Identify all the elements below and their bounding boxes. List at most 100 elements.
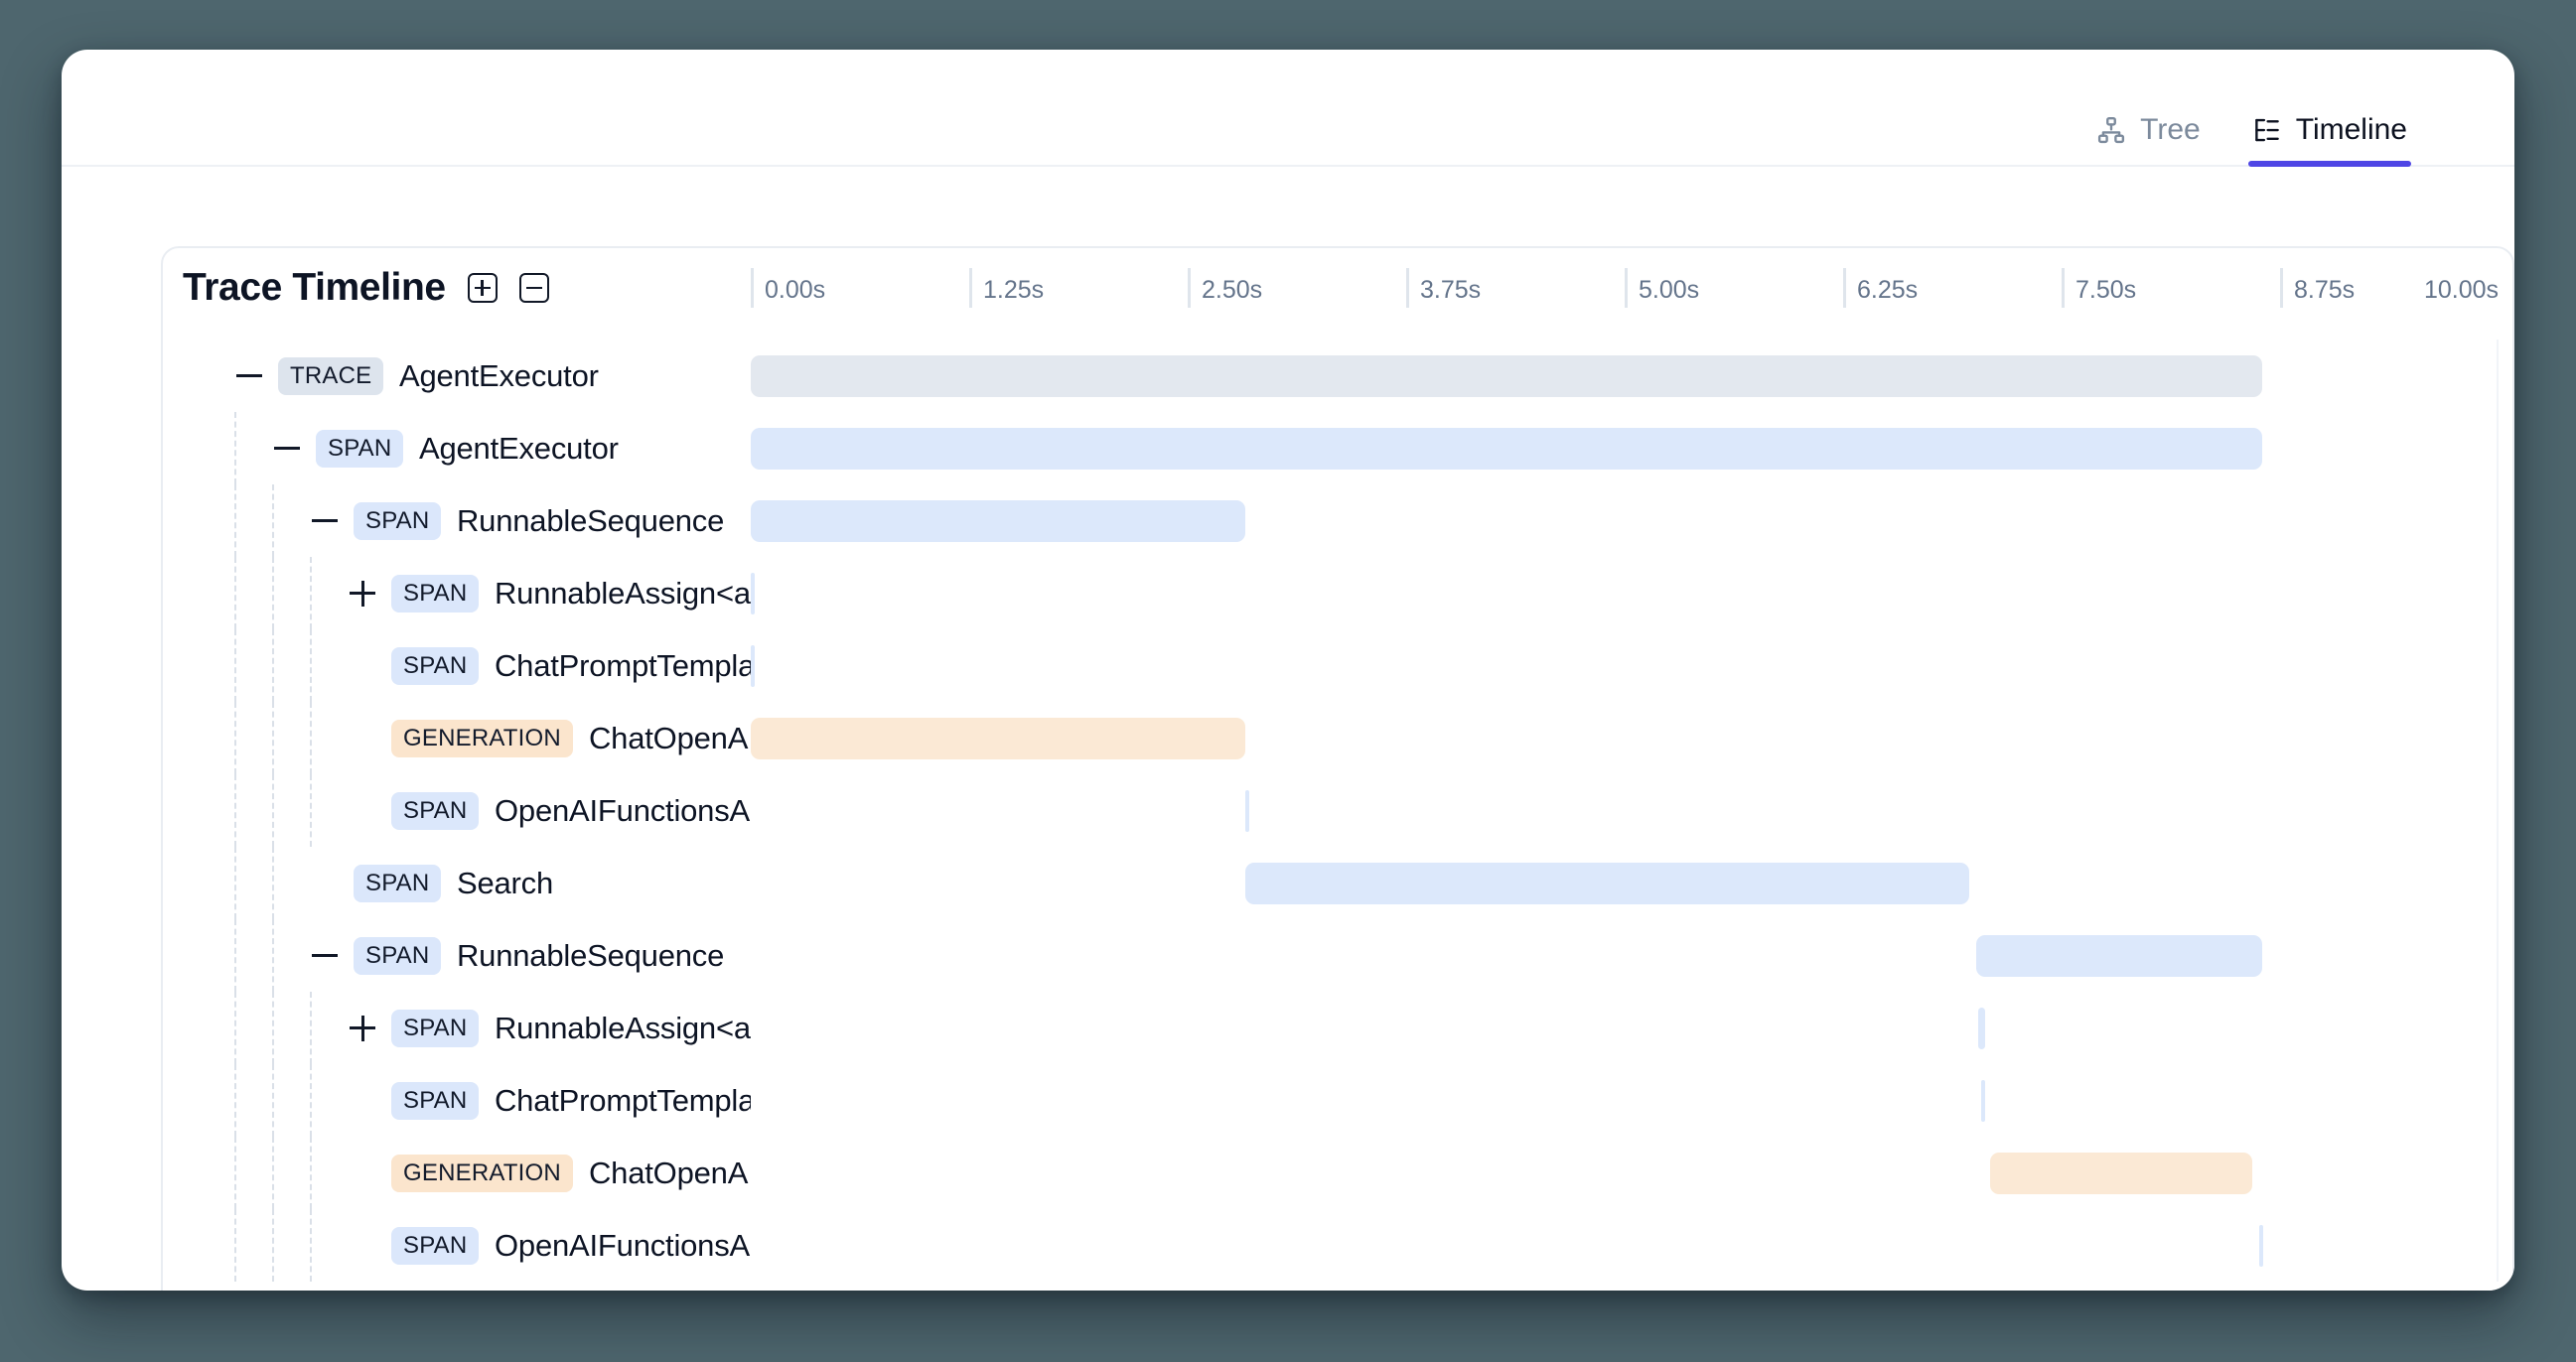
row-type-badge: SPAN (354, 936, 442, 975)
row-label: SPAN AgentExecutor (163, 412, 751, 484)
timeline-row[interactable]: GENERATION ChatOpenAI (163, 702, 2512, 774)
axis-tick-mark (2280, 268, 2283, 308)
row-track (751, 919, 2499, 992)
indent-guide (234, 1137, 236, 1209)
tab-tree[interactable]: Tree (2092, 103, 2205, 165)
axis-tick-mark (1843, 268, 1846, 308)
axis-tick-label: 8.75s (2294, 276, 2356, 304)
collapse-row-button[interactable] (308, 504, 342, 538)
time-axis-ruler: 0.00s 1.25s 2.50s 3.75s 5.00s 6.25s 7.50s 8.75s… (751, 262, 2499, 328)
panel-header: Tree Timeline (62, 50, 2514, 167)
collapse-row-button[interactable] (232, 359, 266, 393)
row-type-badge: GENERATION (391, 1154, 573, 1192)
row-track (751, 702, 2499, 774)
row-name: RunnableAssign<a… (495, 1010, 751, 1045)
row-name: ChatOpenAI (589, 1155, 751, 1190)
tab-timeline[interactable]: Timeline (2247, 103, 2412, 167)
collapse-row-button[interactable] (270, 432, 304, 466)
track-gridline (2497, 1064, 2499, 1137)
row-label: TRACE AgentExecutor (163, 340, 751, 412)
row-track (751, 629, 2499, 702)
track-gridline (2497, 774, 2499, 847)
row-name: RunnableSequence (457, 502, 725, 538)
timeline-row[interactable]: SPAN AgentExecutor (163, 412, 2512, 484)
row-label: SPAN OpenAIFunctionsA… (163, 1209, 751, 1282)
span-bar[interactable] (751, 499, 1246, 542)
row-label: SPAN RunnableSequence (163, 919, 751, 992)
span-bar[interactable] (751, 427, 2263, 470)
indent-guide (310, 629, 312, 702)
timeline-row[interactable]: TRACE AgentExecutor (163, 340, 2512, 412)
row-track (751, 1064, 2499, 1137)
span-bar[interactable] (1975, 934, 2263, 977)
track-gridline (2497, 484, 2499, 557)
span-bar[interactable] (1989, 1152, 2252, 1194)
tree-hierarchy-icon (2096, 115, 2126, 145)
row-track (751, 1209, 2499, 1282)
timeline-row[interactable]: SPAN OpenAIFunctionsA… (163, 774, 2512, 847)
tab-tree-label: Tree (2140, 113, 2201, 146)
expand-row-button[interactable] (346, 1012, 379, 1045)
row-track (751, 412, 2499, 484)
span-bar[interactable] (2258, 1224, 2263, 1267)
track-gridline (2497, 702, 2499, 774)
timeline-row[interactable]: SPAN Search (163, 847, 2512, 919)
indent-guide (234, 412, 236, 484)
span-bar[interactable] (751, 572, 755, 614)
row-track (751, 774, 2499, 847)
trace-timeline-card: Trace Timeline 0.00s 1.25s 2.50s 3.75s 5.00s… (161, 246, 2514, 1291)
row-name: AgentExecutor (419, 430, 619, 466)
axis-tick-label: 3.75s (1420, 276, 1482, 304)
timeline-row[interactable]: GENERATION ChatOpenAI (163, 1137, 2512, 1209)
track-gridline (2497, 629, 2499, 702)
timeline-row[interactable]: SPAN ChatPromptTemplate (163, 1064, 2512, 1137)
span-bar[interactable] (751, 644, 755, 687)
indent-guide (272, 992, 274, 1064)
span-bar[interactable] (751, 717, 1246, 759)
track-gridline (2497, 919, 2499, 992)
timeline-row[interactable]: SPAN RunnableAssign<a… (163, 557, 2512, 629)
row-type-badge: GENERATION (391, 719, 573, 757)
expand-row-button[interactable] (346, 577, 379, 611)
timeline-row[interactable]: SPAN RunnableAssign<a… (163, 992, 2512, 1064)
row-label: GENERATION ChatOpenAI (163, 702, 751, 774)
axis-tick-label: 2.50s (1202, 276, 1263, 304)
row-label: SPAN ChatPromptTemplate (163, 1064, 751, 1137)
timeline-row[interactable]: SPAN RunnableSequence (163, 484, 2512, 557)
span-bar[interactable] (1981, 1079, 1986, 1122)
timeline-row[interactable]: SPAN OpenAIFunctionsA… (163, 1209, 2512, 1282)
timeline-row[interactable]: SPAN ChatPromptTemplate (163, 629, 2512, 702)
indent-guide (272, 484, 274, 557)
span-bar[interactable] (1977, 1007, 1985, 1049)
track-gridline (2497, 340, 2499, 412)
row-track (751, 484, 2499, 557)
collapse-all-button[interactable] (518, 273, 549, 303)
track-gridline (2497, 1209, 2499, 1282)
span-bar[interactable] (751, 354, 2263, 397)
timeline-title-group: Trace Timeline (183, 266, 549, 310)
row-track (751, 1137, 2499, 1209)
collapse-row-button[interactable] (308, 939, 342, 973)
indent-guide (234, 702, 236, 774)
indent-guide (272, 702, 274, 774)
row-type-badge: SPAN (391, 1081, 480, 1120)
row-track (751, 340, 2499, 412)
span-bar[interactable] (1245, 789, 1250, 832)
track-gridline (2497, 557, 2499, 629)
row-name: OpenAIFunctionsA… (495, 1227, 751, 1263)
row-track (751, 992, 2499, 1064)
track-gridline (2497, 1137, 2499, 1209)
indent-guide (234, 992, 236, 1064)
row-track (751, 557, 2499, 629)
row-label: SPAN RunnableSequence (163, 484, 751, 557)
axis-tick-label: 0.00s (765, 276, 826, 304)
row-type-badge: SPAN (391, 646, 480, 685)
row-type-badge: SPAN (354, 501, 442, 540)
indent-guide (234, 484, 236, 557)
timeline-row[interactable]: SPAN RunnableSequence (163, 919, 2512, 992)
track-gridline (2497, 992, 2499, 1064)
expand-all-button[interactable] (467, 273, 498, 303)
span-bar[interactable] (1245, 862, 1969, 904)
axis-tick-label: 1.25s (983, 276, 1045, 304)
